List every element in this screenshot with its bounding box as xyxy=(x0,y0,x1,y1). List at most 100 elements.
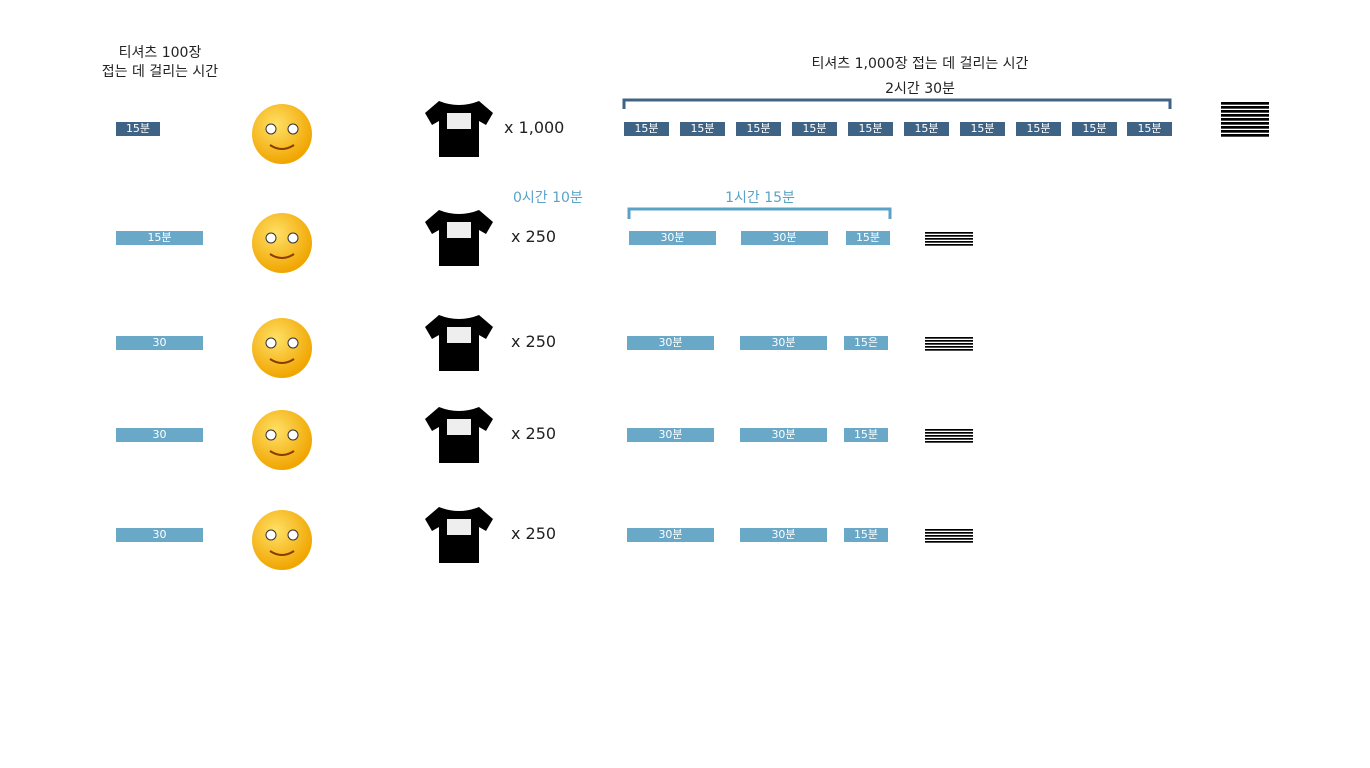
stack-line xyxy=(925,238,973,240)
left-time: 30 xyxy=(116,428,203,442)
stack-line xyxy=(1221,130,1269,133)
count: x 1,000 xyxy=(504,118,565,137)
stack-line xyxy=(1221,118,1269,121)
bracket xyxy=(627,207,892,219)
emoji xyxy=(252,318,312,378)
emoji xyxy=(252,410,312,470)
stack-line xyxy=(1221,126,1269,129)
time-segment: 15분 xyxy=(1072,122,1117,136)
eye xyxy=(287,429,299,441)
time-segment: 15분 xyxy=(846,231,890,245)
stack-line xyxy=(925,346,973,348)
bracket xyxy=(622,98,1172,109)
emoji xyxy=(252,104,312,164)
stack-line xyxy=(925,343,973,345)
left-title: 티셔츠 100장 접는 데 걸리는 시간 xyxy=(60,44,260,82)
stack-line xyxy=(925,241,973,243)
mouth xyxy=(269,550,295,556)
mouth xyxy=(269,253,295,259)
time-segment: 30분 xyxy=(627,528,714,542)
stack-line xyxy=(1221,134,1269,137)
time-segment: 15분 xyxy=(736,122,781,136)
face xyxy=(252,510,312,570)
stack-line xyxy=(925,535,973,537)
stack-line xyxy=(925,435,973,437)
stack-line xyxy=(925,232,973,234)
eye xyxy=(287,123,299,135)
eye xyxy=(265,123,277,135)
face xyxy=(252,318,312,378)
stack-line xyxy=(925,432,973,434)
shirt-print xyxy=(447,327,471,343)
stack-line xyxy=(1221,110,1269,113)
time-segment: 30분 xyxy=(627,336,714,350)
stack-line xyxy=(1221,102,1269,105)
mouth xyxy=(269,450,295,456)
left-time: 30 xyxy=(116,336,203,350)
eye xyxy=(287,337,299,349)
time-segment: 15분 xyxy=(848,122,893,136)
time-segment: 15분 xyxy=(904,122,949,136)
eye xyxy=(265,337,277,349)
stack-line xyxy=(925,337,973,339)
stack-line xyxy=(925,532,973,534)
stack-line xyxy=(1221,122,1269,125)
face xyxy=(252,213,312,273)
left-title-line: 접는 데 걸리는 시간 xyxy=(101,64,219,80)
mouth xyxy=(269,144,295,150)
right-total: 2시간 30분 xyxy=(885,81,955,97)
eye xyxy=(265,429,277,441)
count: x 250 xyxy=(511,424,557,443)
solo-time: 0시간 10분 xyxy=(513,190,583,206)
left-title-line: 티셔츠 100장 xyxy=(118,45,202,61)
time-segment: 15분 xyxy=(680,122,725,136)
time-segment: 15은 xyxy=(844,336,888,350)
time-segment: 30분 xyxy=(740,528,827,542)
count: x 250 xyxy=(511,332,557,351)
team-total: 1시간 15분 xyxy=(725,190,795,206)
stack-line xyxy=(1221,114,1269,117)
face xyxy=(252,104,312,164)
stack-line xyxy=(925,438,973,440)
stack-line xyxy=(925,244,973,246)
stack-line xyxy=(925,429,973,431)
stack-line xyxy=(925,541,973,543)
left-time: 15분 xyxy=(116,231,203,245)
face xyxy=(252,410,312,470)
shirt-print xyxy=(447,419,471,435)
time-segment: 30분 xyxy=(740,336,827,350)
stack-line xyxy=(925,235,973,237)
time-segment: 15분 xyxy=(624,122,669,136)
time-segment: 30분 xyxy=(740,428,827,442)
time-segment: 15분 xyxy=(960,122,1005,136)
count: x 250 xyxy=(511,524,557,543)
time-segment: 15분 xyxy=(844,428,888,442)
shirt-print xyxy=(447,222,471,238)
time-segment: 15분 xyxy=(844,528,888,542)
stack-line xyxy=(925,529,973,531)
eye xyxy=(265,529,277,541)
shirt-print xyxy=(447,113,471,129)
right-title: 티셔츠 1,000장 접는 데 걸리는 시간 xyxy=(811,56,1029,72)
stack-line xyxy=(1221,106,1269,109)
count: x 250 xyxy=(511,227,557,246)
time-segment: 15분 xyxy=(792,122,837,136)
time-segment: 15분 xyxy=(1016,122,1061,136)
emoji xyxy=(252,213,312,273)
stack-line xyxy=(925,538,973,540)
mouth xyxy=(269,358,295,364)
time-segment: 30분 xyxy=(741,231,828,245)
time-segment: 30분 xyxy=(629,231,716,245)
stack-line xyxy=(925,441,973,443)
left-time: 15분 xyxy=(116,122,160,136)
stack-line xyxy=(925,349,973,351)
time-segment: 30분 xyxy=(627,428,714,442)
eye xyxy=(287,529,299,541)
shirt-print xyxy=(447,519,471,535)
eye xyxy=(265,232,277,244)
time-segment: 15분 xyxy=(1127,122,1172,136)
left-time: 30 xyxy=(116,528,203,542)
emoji xyxy=(252,510,312,570)
